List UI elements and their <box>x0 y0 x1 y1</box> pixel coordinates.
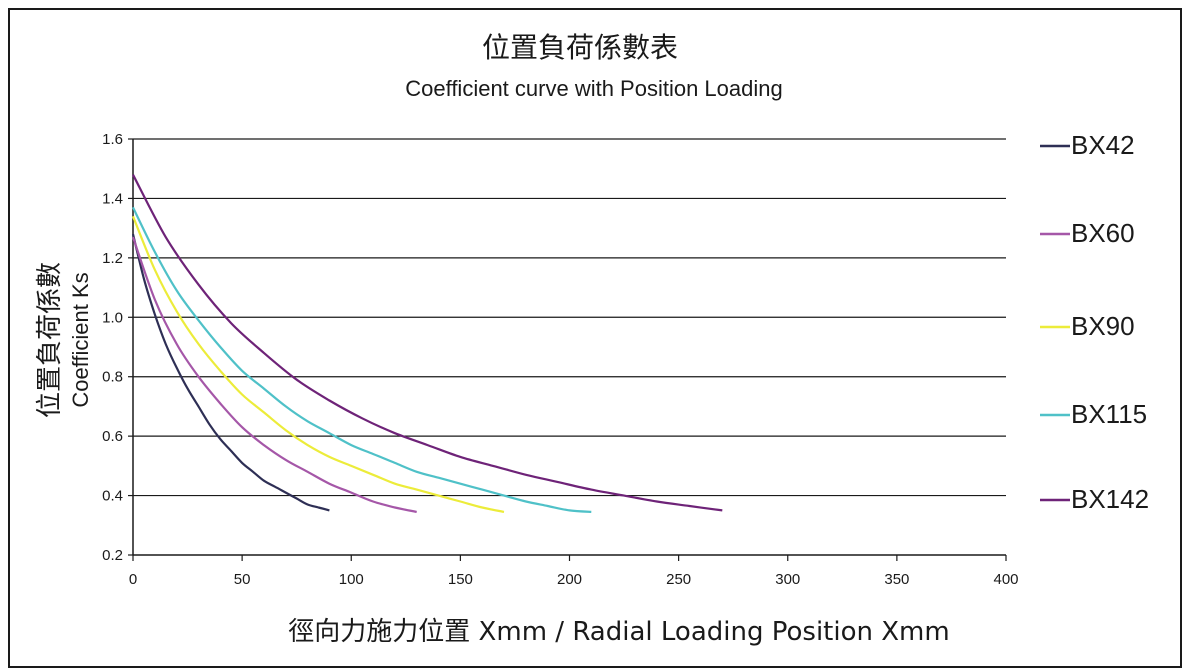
y-axis-title-cjk-group: 位置負荷係數 <box>35 262 65 418</box>
x-axis-title: 徑向力施力位置 Xmm / Radial Loading Position Xm… <box>288 617 949 647</box>
y-tick-label: 1.4 <box>102 190 123 207</box>
y-axis-title-cjk: 位置負荷係數 <box>35 262 65 418</box>
y-axis-title: Coefficient Ks <box>68 272 93 407</box>
chart-frame <box>8 8 1182 668</box>
x-tick-label: 100 <box>339 571 364 588</box>
legend-label-bx90: BX90 <box>1071 311 1135 341</box>
x-tick-label: 200 <box>557 571 582 588</box>
y-tick-label: 0.4 <box>102 488 123 505</box>
legend-label-bx142: BX142 <box>1071 484 1149 514</box>
y-tick-label: 1.0 <box>102 309 123 326</box>
x-tick-label: 350 <box>884 571 909 588</box>
y-tick-labels: 0.2 0.4 0.6 0.8 1.0 1.2 1.4 1.6 <box>102 131 133 564</box>
x-tick-labels: 0 50 100 150 200 250 300 350 400 <box>129 555 1019 588</box>
x-tick-label: 0 <box>129 571 137 588</box>
y-tick-label: 0.6 <box>102 428 123 445</box>
series-line-bx142 <box>132 174 723 512</box>
chart-subtitle: Coefficient curve with Position Loading <box>405 76 782 101</box>
legend: BX42 BX60 BX90 BX115 BX142 <box>1040 130 1149 514</box>
x-tick-label: 250 <box>666 571 691 588</box>
legend-label-bx115: BX115 <box>1071 399 1147 429</box>
series-line-bx115 <box>132 206 592 513</box>
legend-label-bx60: BX60 <box>1071 218 1135 248</box>
series-line-bx90 <box>131 215 505 513</box>
y-tick-label: 1.2 <box>102 250 123 267</box>
legend-label-bx42: BX42 <box>1071 130 1135 160</box>
y-tick-label: 0.2 <box>102 547 123 564</box>
x-tick-label: 50 <box>234 571 251 588</box>
x-tick-label: 400 <box>993 571 1018 588</box>
x-tick-label: 300 <box>775 571 800 588</box>
y-tick-label: 0.8 <box>102 369 123 386</box>
x-tick-label: 150 <box>448 571 473 588</box>
chart-title: 位置負荷係數表 <box>482 31 678 64</box>
series-lines <box>131 174 723 513</box>
axes <box>132 139 1006 556</box>
series-line-bx42 <box>131 233 330 512</box>
y-tick-label: 1.6 <box>102 131 123 148</box>
series-line-bx60 <box>131 236 417 513</box>
gridlines <box>133 138 1006 497</box>
y-axis-title-group: Coefficient Ks <box>68 272 93 407</box>
